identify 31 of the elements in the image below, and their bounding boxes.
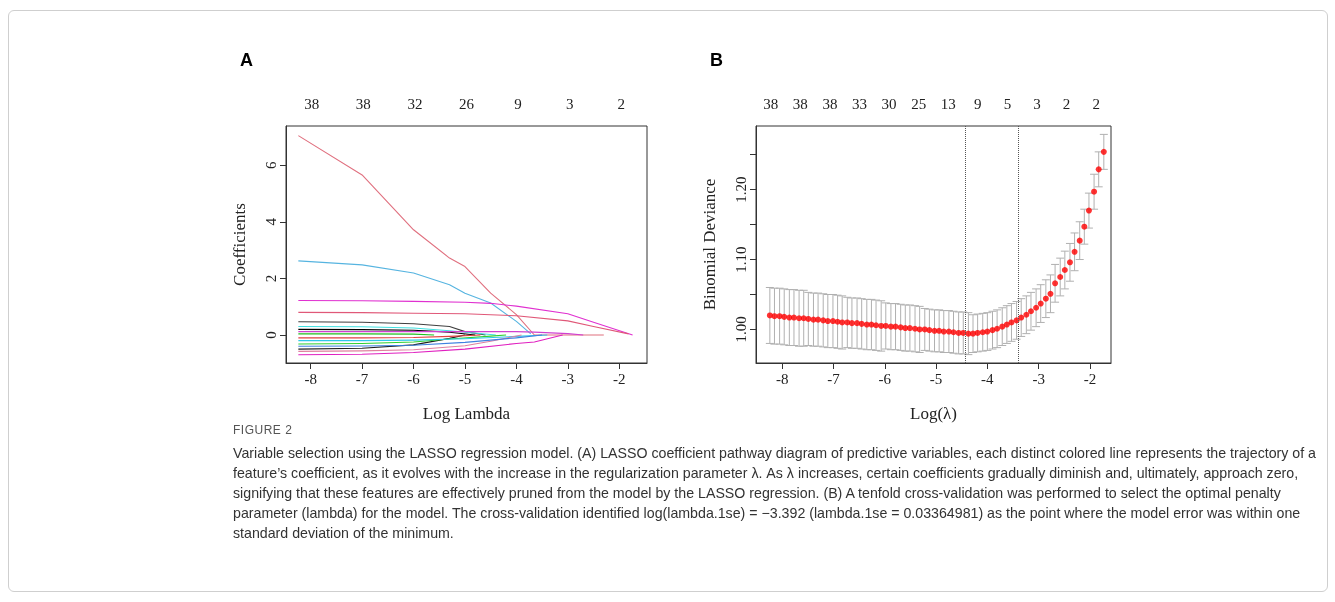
x-tick-label: -5 [929, 370, 943, 387]
chart-title: A [240, 50, 253, 70]
x-tick-label: -8 [775, 370, 789, 387]
y-tick-label: 1.00 [732, 316, 749, 343]
x-tick-label: -7 [355, 370, 369, 387]
x-tick-label: -3 [1032, 370, 1045, 387]
x-tick-label: -6 [407, 370, 421, 387]
y-tick-label: 1.20 [732, 176, 749, 203]
x-tick-label: -6 [878, 370, 892, 387]
chart-title: B [710, 50, 723, 70]
x-axis-title: Log(λ) [910, 404, 957, 423]
x-tick-label: -7 [827, 370, 841, 387]
y-tick-label: 6 [262, 161, 279, 170]
x-tick-label: -4 [510, 370, 524, 387]
x-tick-label: -3 [561, 370, 575, 387]
x-tick-label: -2 [1083, 370, 1097, 387]
x-axis-title: Log Lambda [422, 404, 511, 423]
x-tick-label: -8 [304, 370, 317, 387]
y-tick-label: 1.10 [732, 246, 749, 273]
y-tick-label: 4 [262, 217, 279, 226]
x-tick-label: -4 [981, 370, 995, 387]
caption: FIGURE 2 [233, 423, 294, 437]
y-tick-label: 2 [262, 274, 279, 283]
x-tick-label: -2 [612, 370, 626, 387]
y-axis-title: Binomial Deviance [700, 178, 719, 311]
y-tick-label: 0 [262, 331, 279, 339]
text: 38 38 32 26 9 3 2 [304, 96, 625, 112]
text: Variable selection using the LASSO regression model. (A) LASSO coefficient pathway diagram of predictive variables, each distinct colored line represents the trajectory of a feature’s coefficient, as it evolves with the increase in the regularization parameter λ. As λ increases, certain coefficients gradually diminish and, ultimately, approach zero, signifying that these features are effectively pruned from the model by the LASSO regression. (B) A tenfold cross-validation was performed to select the optimal penalty parameter (lambda) for the model. The cross-validation identified log(lambda.1se) = −3.392 (lambda.1se = 0.03364981) as the point where the model error was within one standard deviation of the minimum. [233, 444, 1317, 543]
x-tick-label: -5 [458, 370, 472, 387]
text: 38 38 38 33 30 25 13 9 5 3 2 2 [763, 96, 1100, 112]
y-axis-title: Coefficients [230, 203, 249, 286]
